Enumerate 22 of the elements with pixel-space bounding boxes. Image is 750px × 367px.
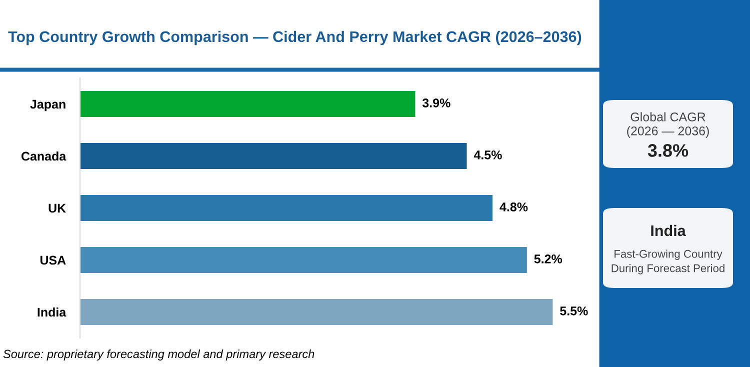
y-tick-label: Canada	[21, 151, 66, 161]
text: (2026 — 2036)	[627, 126, 709, 138]
chart-title: Top Country Growth Comparison — Cider And Perry Market CAGR (2026–2036)	[8, 30, 582, 46]
text: 3.8%	[648, 144, 688, 157]
text: Global CAGR	[630, 112, 706, 122]
bar	[80, 91, 416, 117]
bar	[80, 143, 467, 169]
data-label: 4.8%	[500, 202, 528, 212]
data-label: 4.5%	[474, 150, 502, 160]
data-label: 5.2%	[534, 254, 562, 264]
text: India	[651, 224, 686, 236]
y-tick-label: India	[38, 307, 66, 317]
data-label: 3.9%	[422, 98, 450, 108]
y-tick-label: USA	[40, 256, 66, 265]
source-note: Source: proprietary forecasting model and primary research	[3, 349, 314, 361]
bar	[80, 299, 553, 325]
text: Fast-Growing Country During Forecast Period	[612, 250, 724, 274]
bar	[80, 247, 527, 273]
data-label: 5.5%	[560, 306, 588, 316]
bar	[80, 195, 493, 221]
y-tick-label: UK	[48, 204, 66, 213]
y-tick-label: Japan	[30, 100, 66, 112]
